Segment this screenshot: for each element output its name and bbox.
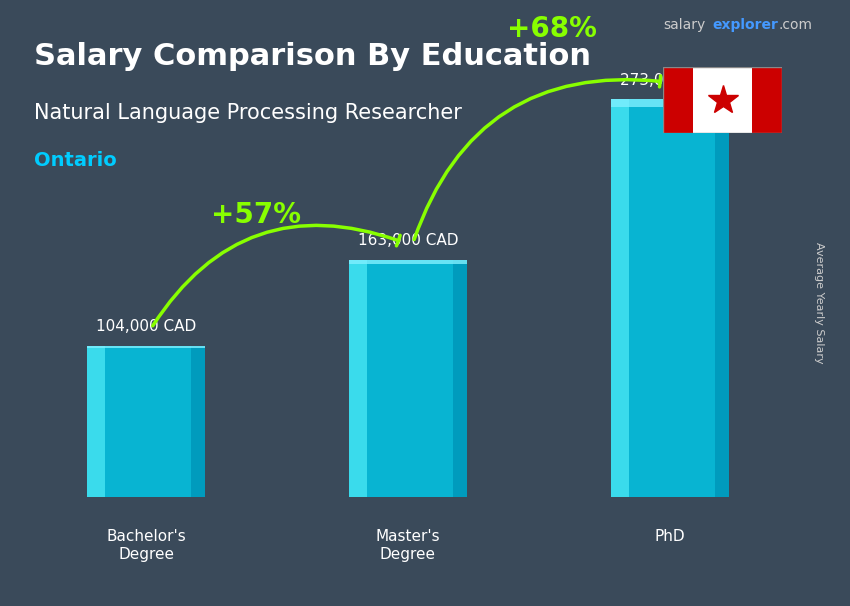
Bar bbox=[190, 345, 205, 497]
Bar bbox=[87, 345, 205, 497]
Text: PhD: PhD bbox=[654, 529, 685, 544]
Text: Natural Language Processing Researcher: Natural Language Processing Researcher bbox=[34, 103, 462, 123]
Bar bbox=[611, 99, 729, 497]
Bar bbox=[663, 67, 693, 133]
Bar bbox=[752, 67, 782, 133]
Text: 273,000 CAD: 273,000 CAD bbox=[620, 73, 720, 88]
Text: Bachelor's
Degree: Bachelor's Degree bbox=[106, 529, 186, 562]
Bar bbox=[453, 259, 467, 497]
Bar bbox=[715, 99, 729, 497]
Text: 104,000 CAD: 104,000 CAD bbox=[96, 319, 196, 334]
Text: 163,000 CAD: 163,000 CAD bbox=[358, 233, 458, 248]
Bar bbox=[611, 99, 729, 107]
Text: Salary Comparison By Education: Salary Comparison By Education bbox=[34, 42, 591, 72]
Text: Ontario: Ontario bbox=[34, 152, 116, 170]
Bar bbox=[693, 67, 752, 133]
Text: salary: salary bbox=[663, 18, 706, 32]
Bar bbox=[349, 259, 366, 497]
Bar bbox=[349, 259, 467, 497]
Text: Master's
Degree: Master's Degree bbox=[376, 529, 440, 562]
Text: +68%: +68% bbox=[507, 15, 597, 44]
Bar bbox=[87, 345, 205, 348]
Text: explorer: explorer bbox=[712, 18, 778, 32]
Text: +57%: +57% bbox=[211, 201, 301, 229]
Text: Average Yearly Salary: Average Yearly Salary bbox=[814, 242, 824, 364]
Bar bbox=[349, 259, 467, 264]
Text: .com: .com bbox=[779, 18, 813, 32]
Bar bbox=[87, 345, 105, 497]
Bar bbox=[611, 99, 629, 497]
